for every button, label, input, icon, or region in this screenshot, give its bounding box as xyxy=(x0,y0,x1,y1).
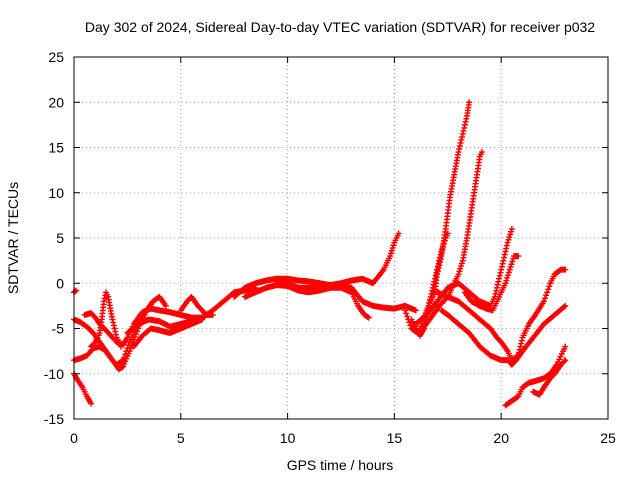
x-tick-label: 10 xyxy=(280,430,296,446)
series-track-05 xyxy=(88,289,124,350)
y-tick-label: 20 xyxy=(48,94,64,110)
series-track-12 xyxy=(273,230,402,291)
series-track-16 xyxy=(412,225,515,327)
y-axis-label: SDTVAR / TECUs xyxy=(5,182,21,294)
series-track-15 xyxy=(419,149,485,332)
data-marker-track xyxy=(273,230,402,291)
grid-lines xyxy=(74,57,608,419)
y-tick-label: 0 xyxy=(56,275,64,291)
series-track-21 xyxy=(530,357,569,398)
x-tick-label: 5 xyxy=(177,430,185,446)
series-track-08 xyxy=(130,316,206,350)
data-marker-track xyxy=(461,253,522,314)
y-tick-label: 10 xyxy=(48,185,64,201)
data-marker-track xyxy=(130,316,206,350)
series-track-20 xyxy=(502,343,569,409)
axis-ticks: 0 5 10 15 20 25 -15 -10 -5 0 5 10 15 20 25 xyxy=(44,49,616,446)
data-marker-track xyxy=(434,266,569,364)
x-tick-label: 25 xyxy=(600,430,616,446)
data-marker-track xyxy=(419,149,485,332)
data-marker-track xyxy=(81,305,206,348)
series-track-14 xyxy=(408,230,451,339)
data-marker-track xyxy=(408,230,451,339)
x-tick-label: 20 xyxy=(493,430,509,446)
data-points xyxy=(71,99,569,409)
chart-title: Day 302 of 2024, Sidereal Day-to-day VTE… xyxy=(85,19,595,35)
y-tick-label: -5 xyxy=(52,321,65,337)
data-marker-track xyxy=(438,302,569,368)
data-marker-track xyxy=(530,357,569,398)
data-marker-track xyxy=(502,343,569,409)
y-tick-label: 25 xyxy=(48,49,64,65)
x-axis-label: GPS time / hours xyxy=(287,457,394,473)
x-tick-label: 0 xyxy=(70,430,78,446)
y-tick-label: -10 xyxy=(44,366,64,382)
data-marker-track xyxy=(412,225,515,327)
y-tick-label: 5 xyxy=(56,230,64,246)
data-marker-track xyxy=(88,289,124,350)
series-track-17 xyxy=(461,253,522,314)
y-tick-label: -15 xyxy=(44,411,64,427)
series-track-10 xyxy=(231,275,419,314)
data-marker-track xyxy=(71,287,80,296)
series-track-02 xyxy=(71,287,80,296)
data-marker-track xyxy=(231,275,419,314)
y-tick-label: 15 xyxy=(48,140,64,156)
series-track-18 xyxy=(434,266,569,364)
series-track-06 xyxy=(81,305,206,348)
x-tick-label: 15 xyxy=(387,430,403,446)
data-marker-track xyxy=(177,293,216,318)
series-track-19 xyxy=(438,302,569,368)
series-track-09 xyxy=(177,293,216,318)
